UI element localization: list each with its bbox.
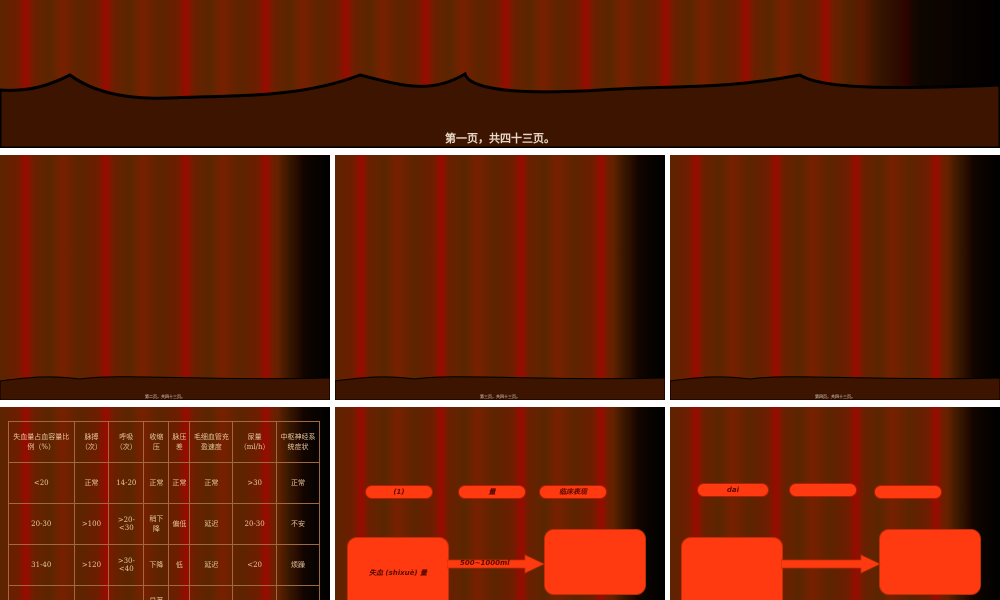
table-cell: 烦躁: [275, 544, 321, 586]
slide-1[interactable]: 第一页，共四十三页。: [0, 0, 1000, 148]
table-cell: 0: [232, 585, 277, 600]
table-cell: >30-<40: [108, 544, 145, 586]
table-cell: 延迟: [189, 544, 234, 586]
header-cell: 失血量占血容量比例（%）: [8, 421, 75, 463]
table-row: 31-40 >120 >30-<40 下降低延迟 <20 烦躁: [8, 544, 321, 586]
box: [544, 529, 646, 595]
table-cell: 低: [168, 585, 191, 600]
pill: dai: [697, 483, 769, 497]
header-cell: 中枢神经系统症状: [275, 421, 321, 463]
slide-6[interactable]: (1) 量 临床表现 失血 (shixuè) 量 500~1000ml: [335, 407, 665, 600]
header-cell: 毛细血管充盈速度: [189, 421, 234, 463]
arrow-label: 500~1000ml: [460, 559, 510, 567]
table-cell: 下降: [143, 544, 170, 586]
header-cell: 脉压差: [168, 421, 191, 463]
table-cell: 嗜睡或昏睡: [275, 585, 321, 600]
table-cell: 缺少: [189, 585, 234, 600]
table-cell: 不安: [275, 503, 321, 545]
header-cell: 收缩压: [143, 421, 170, 463]
box: [681, 537, 783, 600]
table-cell: >40: [108, 585, 145, 600]
arrow: [781, 554, 881, 574]
box: 失血 (shixuè) 量: [347, 537, 449, 600]
table-cell: 显著下降: [143, 585, 170, 600]
table-row: 20-30 >100 >20-<30 稍下降 偏低 延迟 20-30 不安: [8, 503, 321, 545]
header-row: 失血量占血容量比例（%） 脉搏（次） 呼吸（次） 收缩压 脉压差 毛细血管充盈速度 尿量（m…: [8, 421, 321, 463]
curtain-wave: [0, 71, 1000, 148]
table-cell: >140: [73, 585, 110, 600]
table-cell: <20: [232, 544, 277, 586]
table-cell: 稍下降: [143, 503, 170, 545]
table-cell: 正常: [275, 462, 321, 504]
table-cell: <20: [8, 462, 75, 504]
slide-caption: 第一页，共四十三页。: [445, 132, 555, 145]
table-cell: 正常: [143, 462, 170, 504]
table-cell: 正常: [73, 462, 110, 504]
pill: 量: [458, 485, 526, 499]
arrow: [447, 554, 545, 574]
slide-caption: 第三页，共四十三页。: [480, 394, 520, 399]
table-cell: >120: [73, 544, 110, 586]
table-cell: >30: [232, 462, 277, 504]
table-cell: 正常: [189, 462, 234, 504]
table-cell: 31-40: [8, 544, 75, 586]
curtain-wave: [0, 376, 330, 400]
slide-3[interactable]: 第三页，共四十三页。: [335, 155, 665, 400]
table-cell: >100: [73, 503, 110, 545]
table-cell: 14-20: [108, 462, 145, 504]
pill: [789, 483, 857, 497]
table-cell: 20-30: [8, 503, 75, 545]
curtain-wave: [335, 376, 665, 400]
table-cell: 延迟: [189, 503, 234, 545]
table-cell: 低: [168, 544, 191, 586]
table-cell: 20-30: [232, 503, 277, 545]
table-row: <20 正常 14-20 正常 正常 正常 >30 正常: [8, 462, 321, 504]
pill: 临床表现: [539, 485, 607, 499]
table-cell: 偏低: [168, 503, 191, 545]
slide-caption: 第四页，共四十三页。: [815, 394, 855, 399]
table-cell: >40: [8, 585, 75, 600]
slide-2[interactable]: 第二页，共四十三页。: [0, 155, 330, 400]
header-cell: 尿量（ml/h）: [232, 421, 277, 463]
table-row: >40>140>40显著下降低缺少0嗜睡或昏睡: [8, 585, 321, 600]
pill: (1): [365, 485, 433, 499]
slide-caption: 第二页，共四十三页。: [145, 394, 185, 399]
slide-7[interactable]: dai: [670, 407, 1000, 600]
curtain-wave: [670, 376, 1000, 400]
slide-4[interactable]: 第四页，共四十三页。: [670, 155, 1000, 400]
header-cell: 呼吸（次）: [108, 421, 145, 463]
table-cell: >20-<30: [108, 503, 145, 545]
table: 失血量占血容量比例（%） 脉搏（次） 呼吸（次） 收缩压 脉压差 毛细血管充盈速度 尿量（m…: [8, 421, 321, 600]
header-cell: 脉搏（次）: [73, 421, 110, 463]
table-cell: 正常: [168, 462, 191, 504]
pill: [874, 485, 942, 499]
slide-5[interactable]: 失血量占血容量比例（%） 脉搏（次） 呼吸（次） 收缩压 脉压差 毛细血管充盈速度 尿量（m…: [0, 407, 330, 600]
box: [879, 529, 981, 595]
